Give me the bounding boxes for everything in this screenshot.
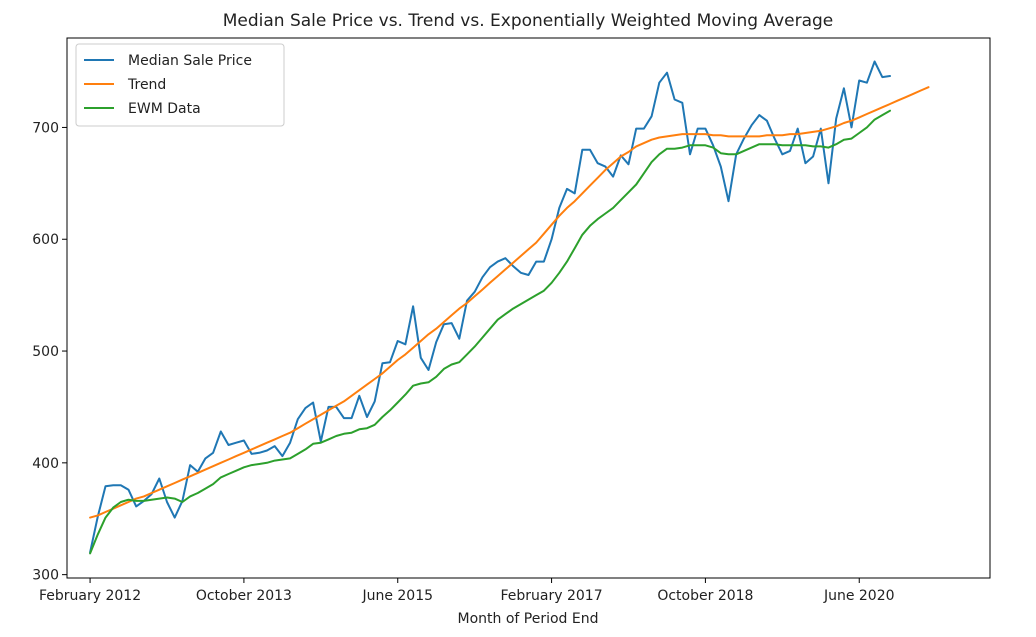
chart-title: Median Sale Price vs. Trend vs. Exponent…	[223, 11, 834, 31]
x-tick-label: October 2018	[657, 588, 753, 604]
x-axis-label: Month of Period End	[458, 611, 599, 627]
x-tick-label: February 2012	[39, 588, 141, 604]
x-tick-label: February 2017	[501, 588, 603, 604]
y-tick-label: 300	[32, 568, 59, 584]
series-line-3	[89, 109, 891, 555]
plot-area	[66, 37, 991, 579]
x-tick-label: June 2020	[823, 588, 895, 604]
legend-label: Trend	[127, 77, 166, 93]
y-tick-label: 500	[32, 344, 59, 360]
legend-box	[75, 43, 285, 127]
y-tick-label: 400	[32, 456, 59, 472]
legend: Median Sale Price Trend EWM Data	[75, 43, 285, 127]
series-line-1	[89, 60, 891, 554]
y-axis: 300 400 500 600 700	[32, 120, 67, 584]
y-tick-label: 600	[32, 232, 59, 248]
y-tick-label: 700	[32, 120, 59, 136]
x-tick-label: October 2013	[196, 588, 292, 604]
legend-label: Median Sale Price	[128, 53, 252, 69]
series-lines	[89, 60, 930, 555]
x-axis: February 2012 October 2013 June 2015 Februa…	[39, 578, 895, 604]
x-tick-label: June 2015	[361, 588, 433, 604]
legend-label: EWM Data	[128, 101, 201, 117]
series-line-2	[89, 86, 930, 519]
